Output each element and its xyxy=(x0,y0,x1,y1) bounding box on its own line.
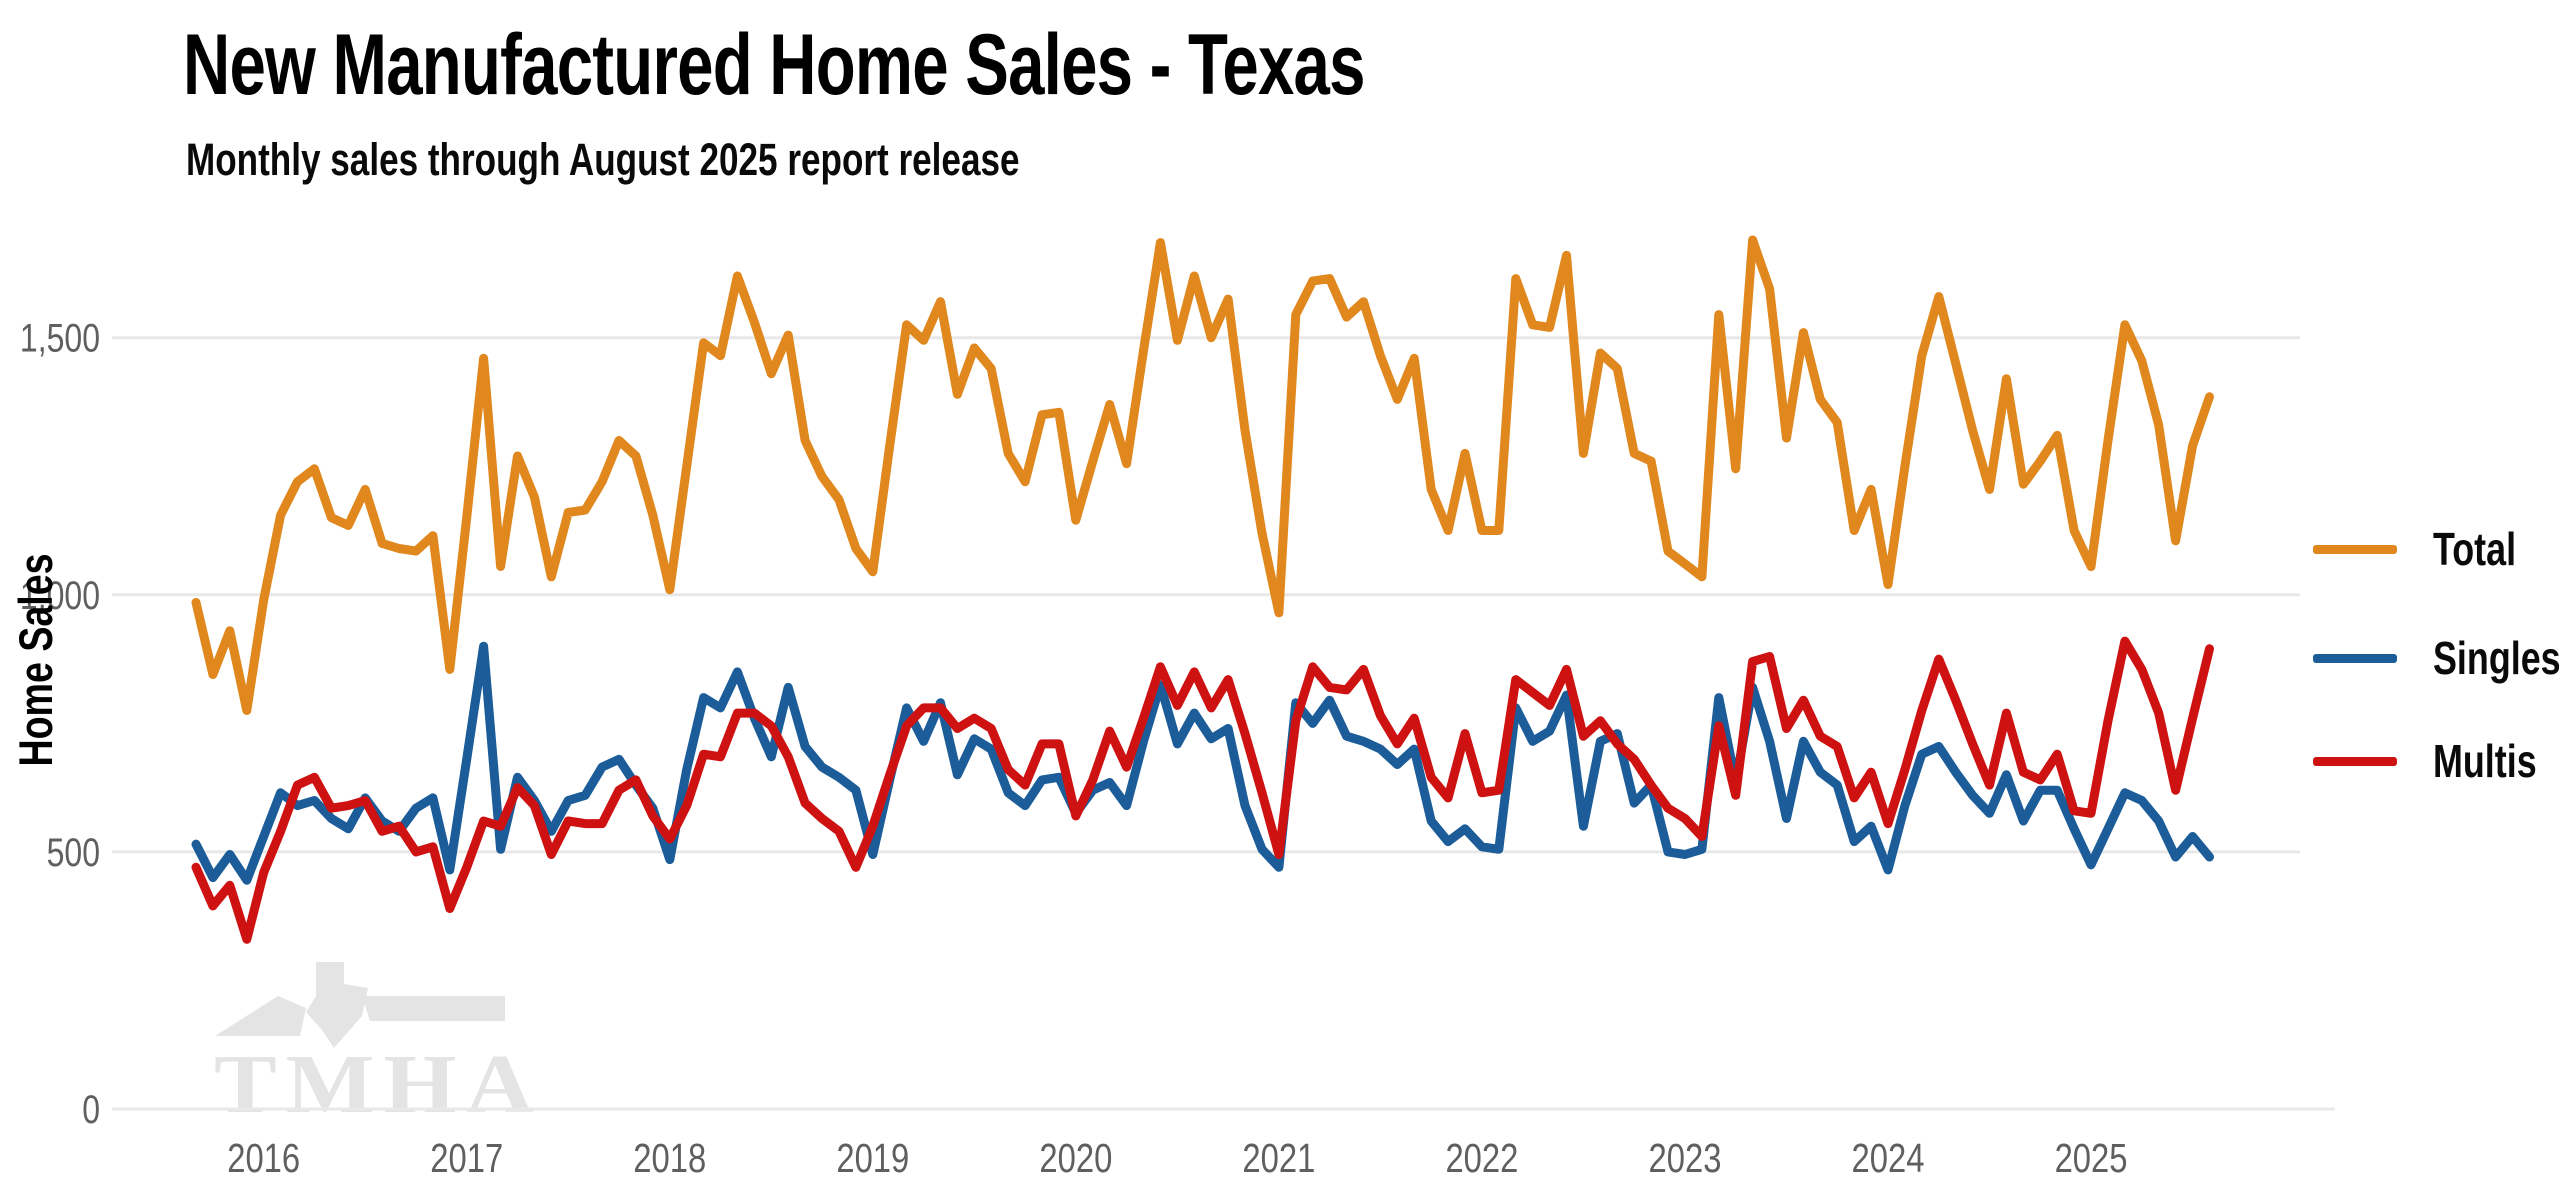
x-tick-label-2018: 2018 xyxy=(633,1134,706,1180)
x-tick-label-2023: 2023 xyxy=(1648,1134,1721,1180)
logo-texas-shape xyxy=(306,962,368,1048)
y-tick-label: 500 xyxy=(47,829,100,874)
series-lines xyxy=(191,235,2214,944)
legend-item-total: Total xyxy=(2313,523,2539,575)
tmha-watermark-logo: TMHA xyxy=(214,962,542,1131)
logo-roof-left xyxy=(215,996,306,1036)
y-tick-label: 1,500 xyxy=(20,315,100,360)
x-tick-label-2021: 2021 xyxy=(1242,1134,1315,1180)
legend-item-singles: Singles xyxy=(2313,632,2568,684)
legend-item-multis: Multis xyxy=(2313,735,2566,787)
legend-swatch xyxy=(2313,653,2397,663)
x-tick-label-2022: 2022 xyxy=(1445,1134,1518,1180)
page-title: New Manufactured Home Sales - Texas xyxy=(183,17,1366,113)
legend-swatch xyxy=(2313,756,2397,766)
series-line-multis xyxy=(191,636,2214,944)
x-tick-label-2025: 2025 xyxy=(2055,1134,2128,1180)
x-tick-label-2016: 2016 xyxy=(227,1134,300,1180)
y-axis-title: Home Sales xyxy=(10,553,63,766)
logo-text: TMHA xyxy=(214,1039,542,1131)
axis-labels: 0 500 1,000 1,500 2016 2017 2018 2019 2020 2021 20… xyxy=(20,315,2128,1181)
x-tick-label-2024: 2024 xyxy=(1852,1134,1925,1180)
x-tick-label-2017: 2017 xyxy=(430,1134,503,1180)
y-tick-label: 0 xyxy=(82,1087,100,1132)
x-tick-label-2019: 2019 xyxy=(836,1134,909,1180)
series-line-total xyxy=(191,235,2214,715)
y-tick-label: 1,000 xyxy=(20,572,100,617)
legend-label: Total xyxy=(2433,523,2517,575)
logo-roof-right xyxy=(362,996,505,1021)
legend-swatch xyxy=(2313,544,2397,554)
legend-label: Singles xyxy=(2433,632,2561,684)
page-subtitle: Monthly sales through August 2025 report… xyxy=(186,134,1020,185)
x-tick-label-2020: 2020 xyxy=(1039,1134,1112,1180)
legend-label: Multis xyxy=(2433,735,2537,787)
